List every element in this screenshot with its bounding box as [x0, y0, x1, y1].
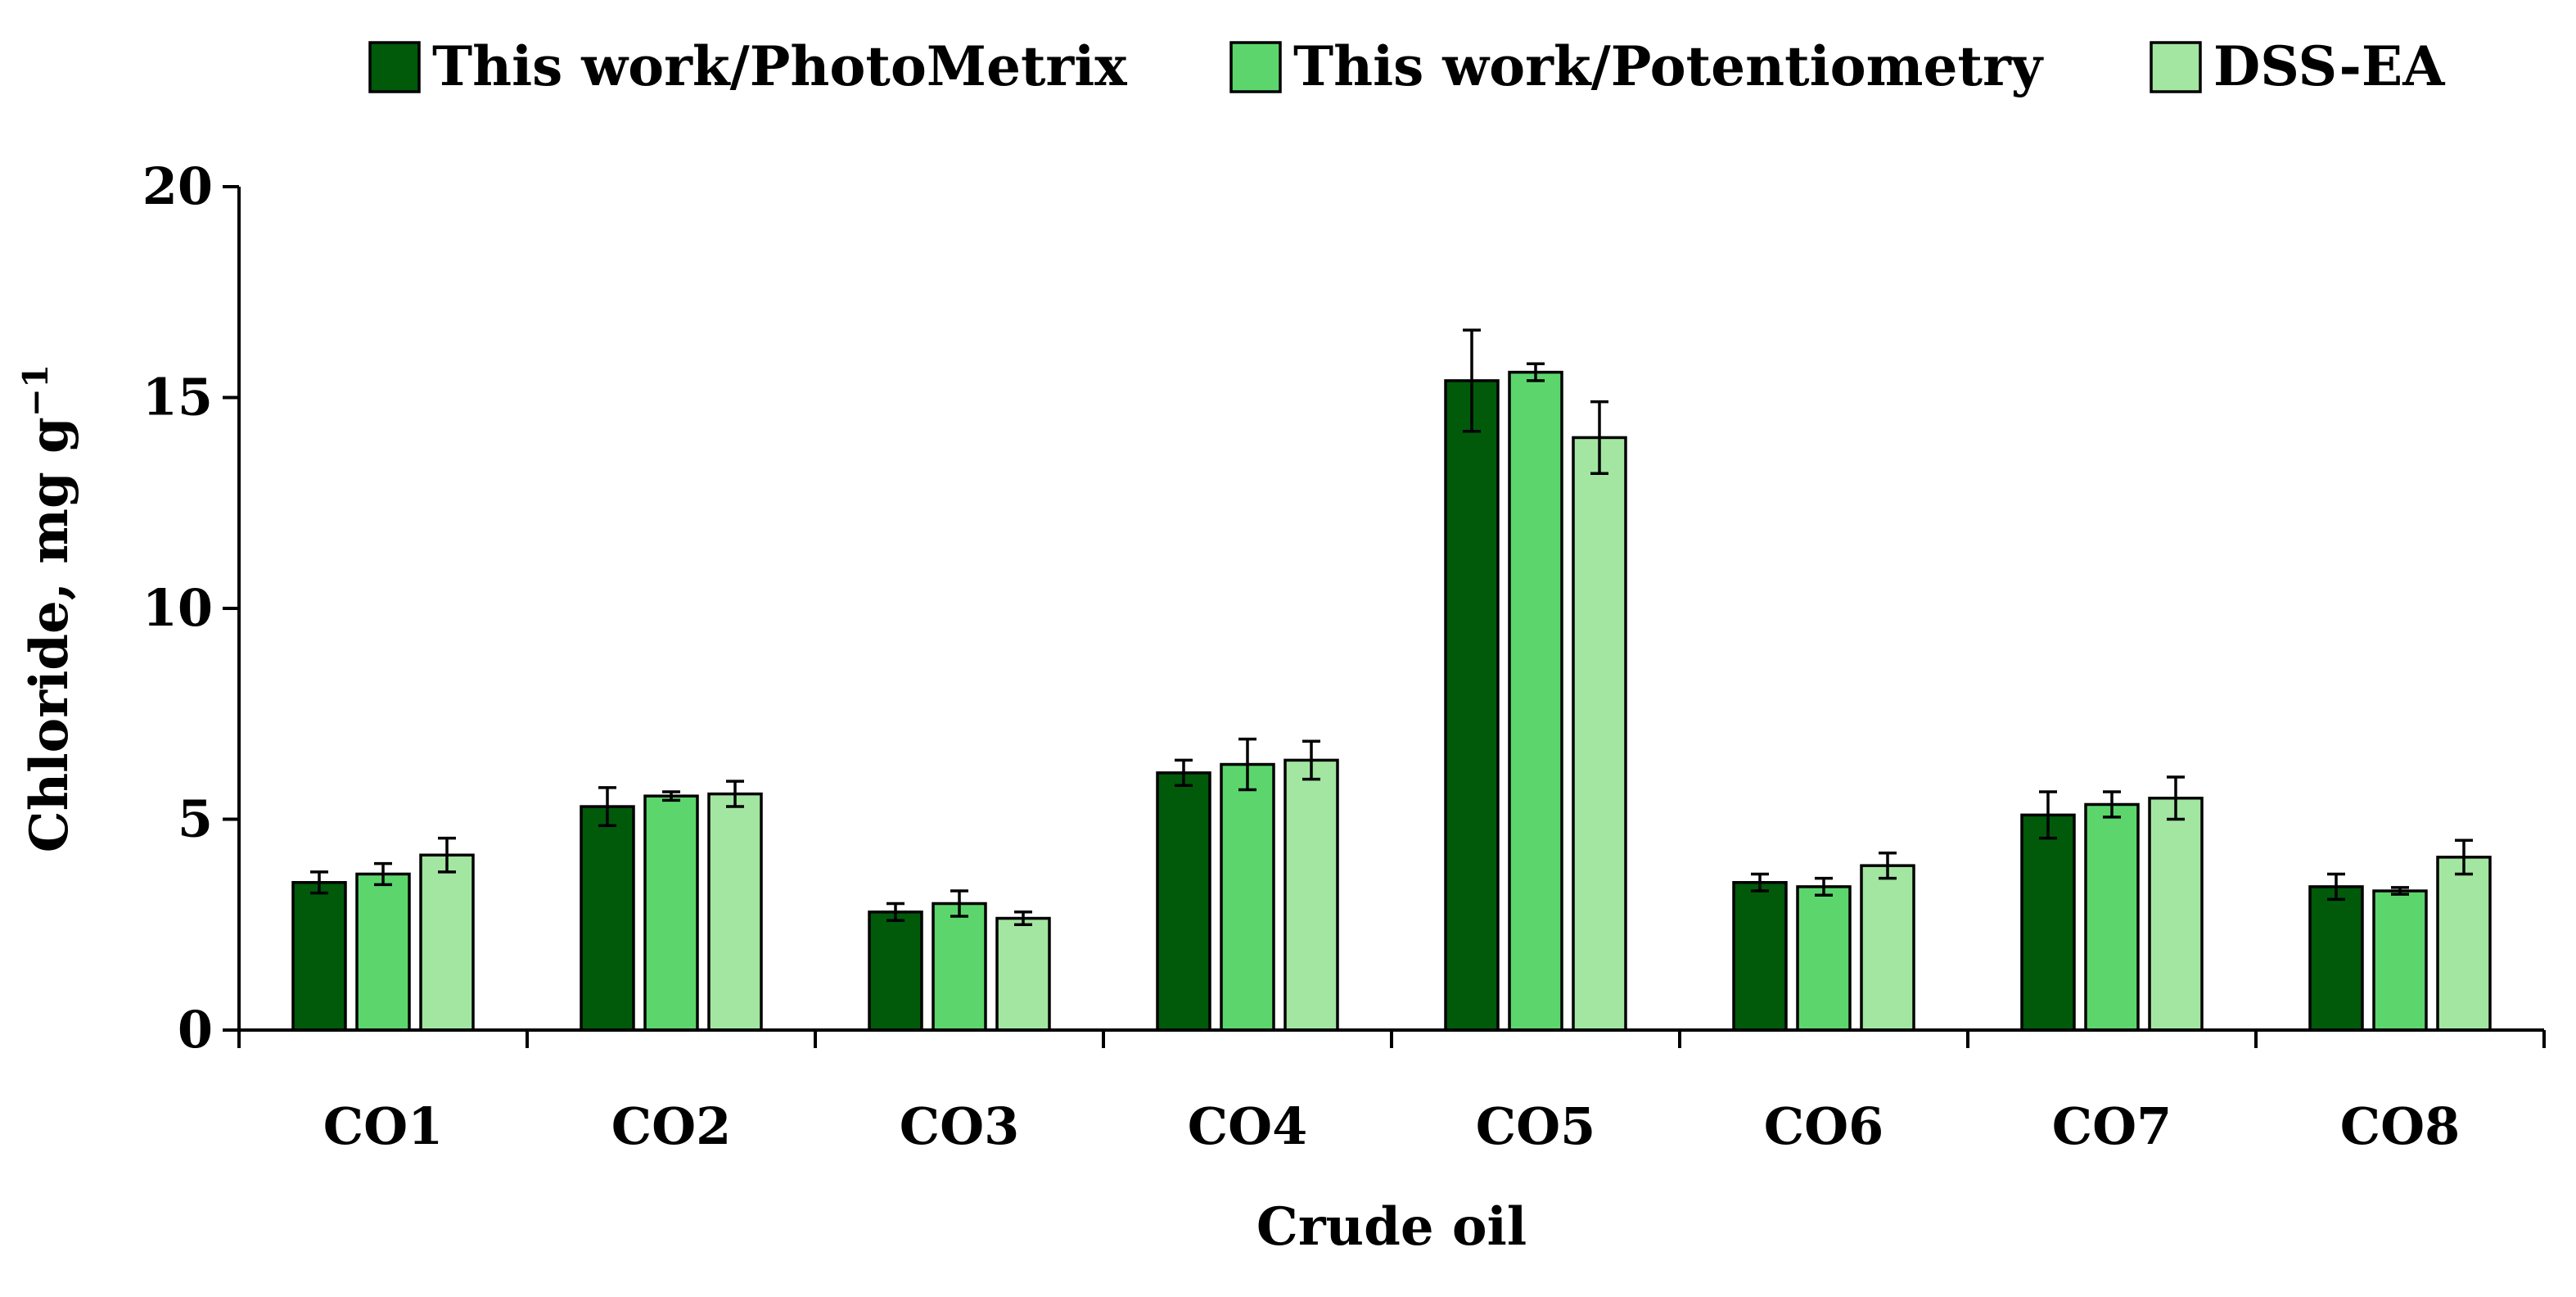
error-bar — [2455, 838, 2473, 876]
error-bar — [598, 786, 616, 827]
bar — [580, 805, 635, 1032]
error-bar — [2039, 790, 2057, 840]
error-bar — [2167, 775, 2185, 821]
legend-item: DSS-EA — [2150, 34, 2445, 98]
y-axis-title-superscript: −1 — [16, 364, 56, 417]
error-bar — [662, 790, 680, 802]
bar — [932, 902, 987, 1032]
legend-swatch — [1229, 41, 1282, 93]
error-bar — [1815, 876, 1833, 897]
y-tick-label: 15 — [142, 368, 213, 427]
bar — [2148, 797, 2204, 1032]
bar — [1572, 436, 1627, 1032]
x-ticks: CO1 CO2 CO3 CO4 CO5 CO6 CO7 CO8 — [237, 1030, 2546, 1156]
error-bar — [438, 836, 456, 874]
bar — [291, 881, 347, 1032]
bar — [643, 794, 699, 1032]
bar — [1156, 771, 1211, 1032]
error-bar — [886, 902, 905, 922]
bar — [707, 792, 763, 1032]
series-2 — [355, 362, 2428, 1032]
error-bar — [1463, 328, 1481, 433]
series-3 — [419, 400, 2492, 1032]
error-bar — [1014, 911, 1032, 926]
legend-label: This work/Potentiometry — [1293, 34, 2044, 98]
legend-label: This work/PhotoMetrix — [432, 34, 1127, 98]
legend-item: This work/PhotoMetrix — [368, 34, 1127, 98]
legend: This work/PhotoMetrix This work/Potentiom… — [368, 34, 2445, 98]
bar — [1860, 864, 1915, 1032]
x-tick-label: CO2 — [611, 1096, 732, 1156]
y-tick-label: 20 — [142, 156, 213, 216]
x-tick-label: CO5 — [1476, 1096, 1596, 1156]
error-bar — [1751, 872, 1769, 893]
error-bar — [2391, 886, 2409, 896]
error-bar — [1302, 739, 1320, 781]
error-bar — [1238, 737, 1256, 792]
x-tick-label: CO8 — [2340, 1096, 2461, 1156]
y-tick-label: 10 — [142, 578, 213, 638]
series-1 — [291, 328, 2364, 1032]
bar — [1508, 370, 1563, 1032]
bar — [2372, 889, 2428, 1032]
bar — [1283, 758, 1339, 1032]
bar — [2084, 802, 2140, 1032]
legend-item: This work/Potentiometry — [1229, 34, 2044, 98]
bars-layer — [291, 328, 2492, 1032]
y-ticks: 0 5 10 15 20 — [142, 156, 239, 1060]
bar — [2308, 885, 2364, 1032]
error-bar — [2103, 790, 2121, 819]
x-tick-label: CO7 — [2052, 1096, 2172, 1156]
error-bar — [1879, 851, 1897, 880]
x-tick-label: CO6 — [1764, 1096, 1884, 1156]
y-tick-label: 5 — [178, 789, 213, 849]
x-axis-title: Crude oil — [1256, 1196, 1527, 1258]
bar — [1220, 762, 1275, 1032]
bar — [2436, 856, 2492, 1032]
y-tick-label: 0 — [178, 1000, 213, 1060]
bar — [1732, 881, 1788, 1032]
error-bar — [726, 780, 744, 808]
bar — [1444, 379, 1500, 1032]
x-tick-label: CO3 — [900, 1096, 1020, 1156]
error-bar — [2327, 872, 2345, 902]
bar — [1796, 885, 1852, 1032]
bar — [419, 853, 475, 1032]
x-tick-label: CO1 — [323, 1096, 444, 1156]
error-bar — [374, 861, 392, 887]
legend-label: DSS-EA — [2213, 34, 2445, 98]
bar — [995, 916, 1051, 1032]
legend-swatch — [2150, 41, 2202, 93]
error-bar — [310, 870, 328, 895]
y-axis-title: Chloride, mg g−1 — [16, 364, 80, 852]
error-bar — [1527, 362, 1545, 382]
legend-swatch — [368, 41, 421, 93]
bar — [2020, 813, 2076, 1032]
bar — [355, 872, 411, 1032]
error-bar — [1590, 400, 1608, 475]
bar — [868, 911, 923, 1032]
y-axis-title-main: Chloride, mg g — [19, 417, 80, 852]
error-bar — [1175, 758, 1193, 788]
error-bar — [950, 889, 968, 918]
x-tick-label: CO4 — [1188, 1096, 1308, 1156]
